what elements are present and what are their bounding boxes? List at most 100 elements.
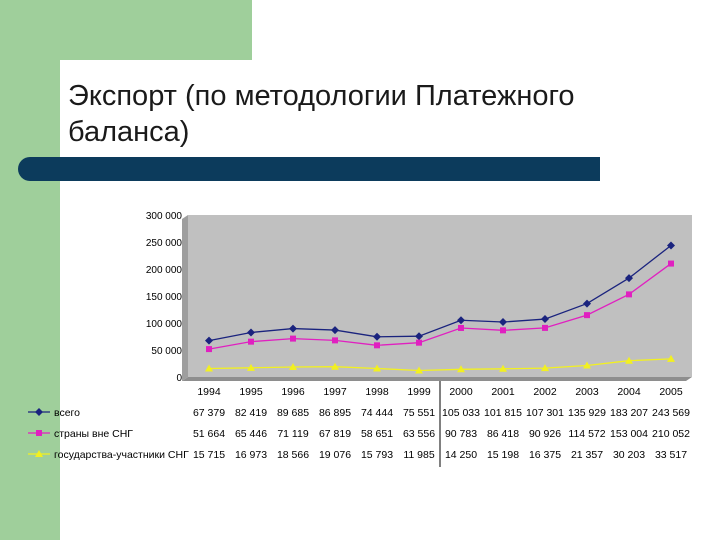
x-tick-label: 1995 <box>239 386 263 398</box>
data-label: 90 926 <box>529 428 561 440</box>
legend-label: страны вне СНГ <box>54 428 133 440</box>
slide-title: Экспорт (по методологии Платежного балан… <box>68 80 575 148</box>
x-tick-label: 2001 <box>491 386 515 398</box>
series-line-0 <box>208 244 672 342</box>
data-label: 105 033 <box>442 407 480 419</box>
series-point <box>373 364 381 372</box>
series-point <box>457 365 465 373</box>
legend-label: государства-участники СНГ <box>54 449 189 461</box>
plot-area <box>188 215 692 377</box>
legend-label: всего <box>54 407 80 419</box>
x-tick-label: 2004 <box>617 386 641 398</box>
series-point <box>416 339 422 346</box>
chart: 300 000 250 000 200 000 150 000 100 000 50 00… <box>20 193 700 473</box>
y-tick-label: 100 000 <box>146 319 183 330</box>
x-tick-label: 1997 <box>323 386 347 398</box>
data-label: 18 566 <box>277 449 309 461</box>
series-point <box>625 356 633 364</box>
series-point <box>668 260 674 267</box>
data-label: 65 446 <box>235 428 267 440</box>
x-tick-label: 2003 <box>575 386 599 398</box>
series-point <box>667 354 675 362</box>
data-label: 183 207 <box>610 407 648 419</box>
data-label: 74 444 <box>361 407 393 419</box>
series-point <box>541 364 549 372</box>
series-point <box>206 346 212 353</box>
series-line-1 <box>208 263 672 350</box>
data-label: 67 379 <box>193 407 225 419</box>
series-point <box>289 362 297 370</box>
data-label: 89 685 <box>277 407 309 419</box>
data-label: 30 203 <box>613 449 645 461</box>
series-point <box>667 241 675 250</box>
data-label: 16 375 <box>529 449 561 461</box>
series-point <box>583 299 591 308</box>
data-label: 86 895 <box>319 407 351 419</box>
x-tick-label: 2002 <box>533 386 557 398</box>
data-label: 15 198 <box>487 449 519 461</box>
series-point <box>499 318 507 327</box>
series-point <box>331 326 339 335</box>
legend-marker <box>35 450 43 457</box>
series-point <box>247 363 255 371</box>
series-point <box>542 324 548 331</box>
series-point <box>374 342 380 349</box>
y-tick-label: 50 000 <box>151 346 182 357</box>
data-label: 243 569 <box>652 407 690 419</box>
y-tick-label: 250 000 <box>146 238 183 249</box>
data-label: 19 076 <box>319 449 351 461</box>
x-tick-label: 1999 <box>407 386 431 398</box>
legend-marker <box>35 408 43 416</box>
series-point <box>205 336 213 345</box>
series-point <box>500 327 506 334</box>
data-label: 86 418 <box>487 428 519 440</box>
series-line-2 <box>208 358 672 372</box>
data-label: 21 357 <box>571 449 603 461</box>
series-point <box>247 328 255 337</box>
data-label: 135 929 <box>568 407 606 419</box>
series-point <box>331 362 339 370</box>
series-point <box>458 324 464 331</box>
data-label: 153 004 <box>610 428 648 440</box>
series-point <box>332 337 338 344</box>
x-tick-label: 2000 <box>449 386 473 398</box>
plot-floor <box>182 377 692 381</box>
data-label: 90 783 <box>445 428 477 440</box>
data-label: 67 819 <box>319 428 351 440</box>
series-point <box>626 291 632 298</box>
title-accent-bar <box>18 157 600 181</box>
y-tick-label: 150 000 <box>146 292 183 303</box>
data-label: 51 664 <box>193 428 225 440</box>
data-label: 210 052 <box>652 428 690 440</box>
series-point <box>415 366 423 374</box>
data-label: 16 973 <box>235 449 267 461</box>
y-tick-label: 300 000 <box>146 211 183 222</box>
x-tick-label: 1996 <box>281 386 305 398</box>
data-label: 33 517 <box>655 449 687 461</box>
data-label: 14 250 <box>445 449 477 461</box>
series-point <box>541 315 549 324</box>
y-tick-label: 200 000 <box>146 265 183 276</box>
y-tick-label: 0 <box>176 373 182 384</box>
data-label: 71 119 <box>277 428 308 440</box>
data-label: 58 651 <box>361 428 393 440</box>
chart-svg: 300 000 250 000 200 000 150 000 100 000 50 00… <box>28 211 692 467</box>
series-point <box>457 316 465 325</box>
series-point <box>205 364 213 372</box>
data-label: 82 419 <box>235 407 267 419</box>
series-point <box>289 324 297 333</box>
x-tick-label: 2005 <box>659 386 683 398</box>
series-point <box>584 312 590 319</box>
series-point <box>499 364 507 372</box>
data-label: 63 556 <box>403 428 435 440</box>
series-point <box>373 332 381 341</box>
series-point <box>415 332 423 341</box>
data-label: 107 301 <box>526 407 564 419</box>
series-point <box>625 274 633 283</box>
series-point <box>583 361 591 369</box>
data-label: 15 793 <box>361 449 393 461</box>
x-tick-label: 1994 <box>197 386 221 398</box>
data-label: 11 985 <box>403 449 434 461</box>
data-label: 75 551 <box>403 407 435 419</box>
x-tick-label: 1998 <box>365 386 389 398</box>
